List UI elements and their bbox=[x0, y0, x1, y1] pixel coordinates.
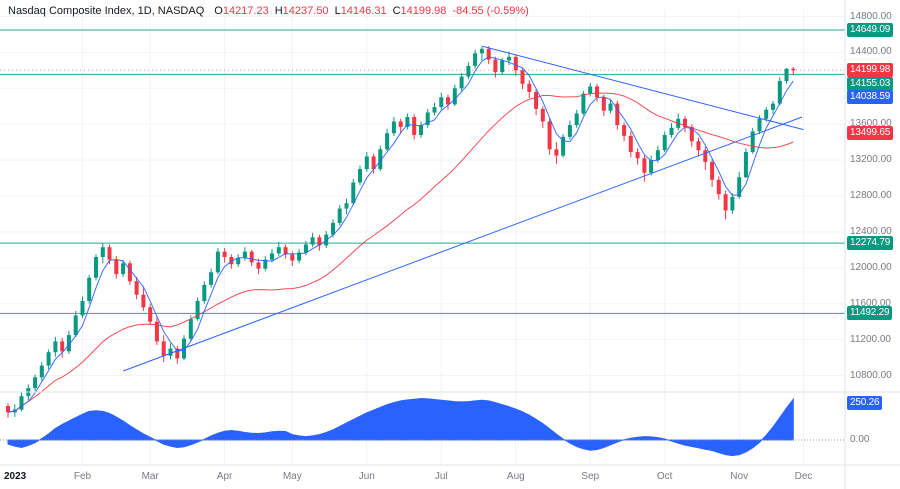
trendline bbox=[122, 116, 803, 372]
time-axis-label: Feb bbox=[73, 471, 92, 482]
price-axis-label: 13200.00 bbox=[850, 154, 892, 166]
price-change: -84.55 (-0.59%) bbox=[452, 5, 529, 17]
price-axis[interactable]: 14800.00 14400.00 13600.00 13200.00 12800.00… bbox=[845, 0, 900, 489]
price-axis-label: 10800.00 bbox=[850, 369, 892, 381]
horizontal-price-lines[interactable] bbox=[0, 29, 845, 314]
price-axis-label: 13600.00 bbox=[850, 118, 892, 130]
support-line-badge: 11492.29 bbox=[847, 306, 893, 321]
momentum-indicator bbox=[0, 397, 845, 457]
candlesticks bbox=[6, 46, 796, 418]
time-axis-label: Sep bbox=[581, 471, 600, 482]
price-axis-label: 12800.00 bbox=[850, 190, 892, 201]
support-line-badge: 12274.79 bbox=[847, 236, 894, 251]
time-axis-label: Jul bbox=[434, 471, 448, 482]
ohlc-high-value: 14237.50 bbox=[282, 5, 329, 17]
time-axis-label: May bbox=[282, 471, 302, 482]
time-axis-label: Nov bbox=[730, 471, 749, 482]
time-axis-label: Oct bbox=[656, 471, 673, 482]
ohlc-open-label: O bbox=[214, 5, 223, 17]
time-axis-year-label: 2023 bbox=[4, 471, 27, 482]
fast-ma-line[interactable] bbox=[7, 56, 794, 413]
slow-ma-line[interactable] bbox=[7, 92, 794, 413]
price-axis-label: 14800.00 bbox=[850, 10, 892, 22]
time-axis-label: Jun bbox=[358, 471, 375, 482]
price-axis-label: 11200.00 bbox=[850, 333, 891, 345]
momentum-area bbox=[7, 397, 794, 457]
ohlc-close-value: 14199.98 bbox=[400, 5, 447, 17]
time-axis-label: Dec bbox=[794, 471, 813, 482]
last-price-badge: 14199.98 bbox=[847, 63, 894, 78]
trendlines[interactable] bbox=[122, 45, 804, 372]
price-axis-label: 14400.00 bbox=[850, 46, 892, 58]
ohlc-low-label: L bbox=[334, 5, 341, 17]
ohlc-close-label: C bbox=[392, 5, 401, 17]
indicator-zero-label: 0.00 bbox=[850, 434, 870, 445]
price-axis-label: 11600.00 bbox=[850, 297, 891, 309]
trendline bbox=[481, 45, 804, 131]
ohlc-high-label: H bbox=[274, 5, 283, 17]
resistance-line-badge: 14155.03 bbox=[847, 76, 894, 91]
time-axis-label: Mar bbox=[141, 471, 159, 482]
grid-lines bbox=[0, 10, 845, 465]
ohlc-open-value: 14217.23 bbox=[222, 5, 269, 17]
time-axis-label: Aug bbox=[506, 471, 525, 482]
slow-ma-badge: 13499.65 bbox=[847, 126, 894, 141]
time-axis-label: Apr bbox=[216, 471, 233, 482]
price-axis-label: 12000.00 bbox=[850, 261, 892, 273]
price-axis-label: 12400.00 bbox=[850, 225, 892, 237]
resistance-line-badge: 14649.09 bbox=[847, 23, 894, 37]
symbol-title[interactable]: Nasdaq Composite Index, 1D, NASDAQ bbox=[8, 5, 205, 17]
indicator-value-badge: 250.26 bbox=[847, 396, 883, 410]
time-axis[interactable]: 2023 Feb Mar Apr May Jun Jul Aug Sep Oct Nov Dec bbox=[0, 465, 845, 489]
chart-legend: Nasdaq Composite Index, 1D, NASDAQ O14217… bbox=[8, 5, 529, 17]
ohlc-low-value: 14146.31 bbox=[340, 5, 387, 17]
fast-ma-badge: 14038.59 bbox=[847, 90, 894, 105]
